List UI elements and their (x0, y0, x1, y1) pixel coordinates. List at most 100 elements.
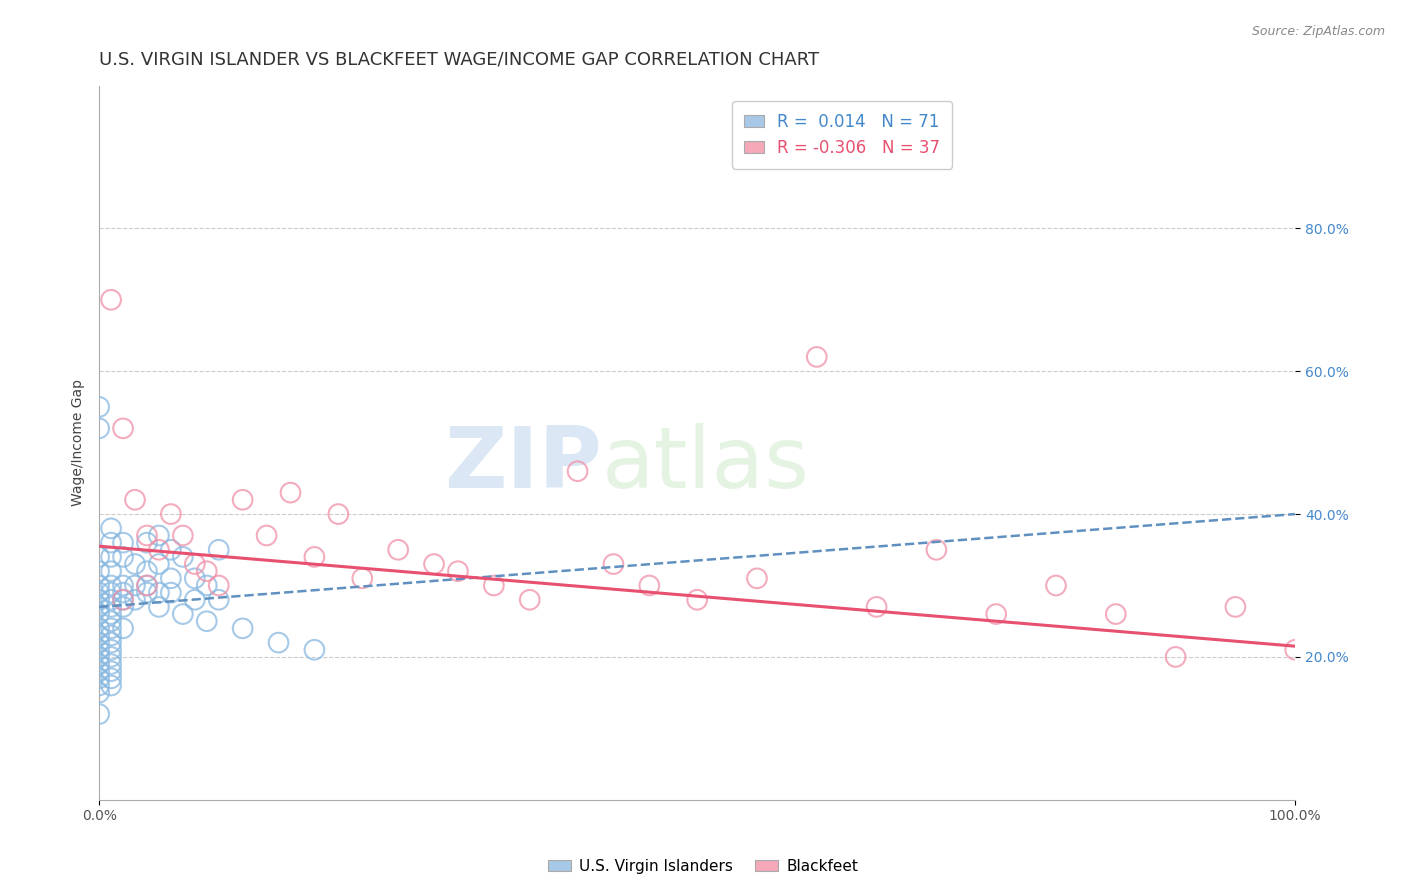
Point (100, 293, 122, 307)
Point (567, 464, 589, 478)
Point (1105, 607, 1128, 621)
Point (232, 621, 254, 635)
Point (136, 578, 159, 592)
Point (100, 678, 122, 692)
Point (1284, 642, 1306, 657)
Point (172, 607, 194, 621)
Point (100, 664, 122, 678)
Text: atlas: atlas (602, 423, 810, 506)
Point (112, 421, 135, 435)
Point (925, 542, 948, 557)
Point (1225, 599, 1247, 614)
Point (267, 635, 290, 649)
Point (100, 549, 122, 564)
Point (148, 528, 170, 542)
Point (482, 578, 505, 592)
Point (89, 671, 111, 685)
Point (136, 535, 159, 549)
Point (208, 542, 231, 557)
Point (112, 592, 135, 607)
Point (100, 635, 122, 649)
Point (136, 585, 159, 599)
Point (124, 578, 146, 592)
Point (328, 507, 350, 521)
Point (208, 578, 231, 592)
Point (447, 564, 470, 578)
Point (100, 585, 122, 599)
Point (686, 592, 709, 607)
Point (184, 571, 207, 585)
Point (112, 578, 135, 592)
Point (160, 585, 183, 599)
Point (112, 592, 135, 607)
Point (148, 599, 170, 614)
Point (638, 578, 661, 592)
Point (136, 578, 159, 592)
Point (89, 649, 111, 664)
Point (89, 678, 111, 692)
Point (89, 400, 111, 414)
Point (89, 578, 111, 592)
Point (89, 635, 111, 649)
Point (100, 592, 122, 607)
Point (136, 528, 159, 542)
Point (304, 549, 326, 564)
Point (208, 592, 231, 607)
Point (280, 485, 302, 500)
Point (100, 621, 122, 635)
Point (89, 621, 111, 635)
Point (195, 564, 218, 578)
Point (100, 578, 122, 592)
Point (986, 607, 1008, 621)
Point (100, 607, 122, 621)
Point (232, 492, 254, 507)
Point (148, 557, 170, 571)
Point (806, 350, 828, 364)
Point (148, 542, 170, 557)
Point (100, 614, 122, 628)
Point (124, 592, 146, 607)
Point (160, 542, 183, 557)
Point (112, 621, 135, 635)
Point (112, 535, 135, 549)
Legend: U.S. Virgin Islanders, Blackfeet: U.S. Virgin Islanders, Blackfeet (541, 853, 865, 880)
Point (100, 657, 122, 671)
Legend: R =  0.014   N = 71, R = -0.306   N = 37: R = 0.014 N = 71, R = -0.306 N = 37 (733, 101, 952, 169)
Point (1164, 649, 1187, 664)
Point (89, 549, 111, 564)
Point (89, 628, 111, 642)
Point (256, 528, 278, 542)
Point (387, 542, 409, 557)
Point (304, 642, 326, 657)
Point (184, 592, 207, 607)
Point (602, 557, 624, 571)
Point (184, 557, 207, 571)
Point (124, 557, 146, 571)
Text: ZIP: ZIP (444, 423, 602, 506)
Point (112, 549, 135, 564)
Point (112, 585, 135, 599)
Point (89, 685, 111, 699)
Point (745, 571, 768, 585)
Point (100, 628, 122, 642)
Point (100, 642, 122, 657)
Point (1045, 578, 1067, 592)
Point (100, 599, 122, 614)
Point (89, 707, 111, 722)
Point (89, 592, 111, 607)
Point (89, 657, 111, 671)
Point (89, 599, 111, 614)
Text: U.S. VIRGIN ISLANDER VS BLACKFEET WAGE/INCOME GAP CORRELATION CHART: U.S. VIRGIN ISLANDER VS BLACKFEET WAGE/I… (100, 51, 820, 69)
Point (148, 585, 170, 599)
Y-axis label: Wage/Income Gap: Wage/Income Gap (72, 379, 86, 506)
Point (100, 649, 122, 664)
Point (160, 571, 183, 585)
Point (195, 578, 218, 592)
Point (423, 557, 446, 571)
Point (124, 492, 146, 507)
Point (89, 664, 111, 678)
Point (89, 607, 111, 621)
Point (352, 571, 374, 585)
Point (100, 671, 122, 685)
Point (519, 592, 541, 607)
